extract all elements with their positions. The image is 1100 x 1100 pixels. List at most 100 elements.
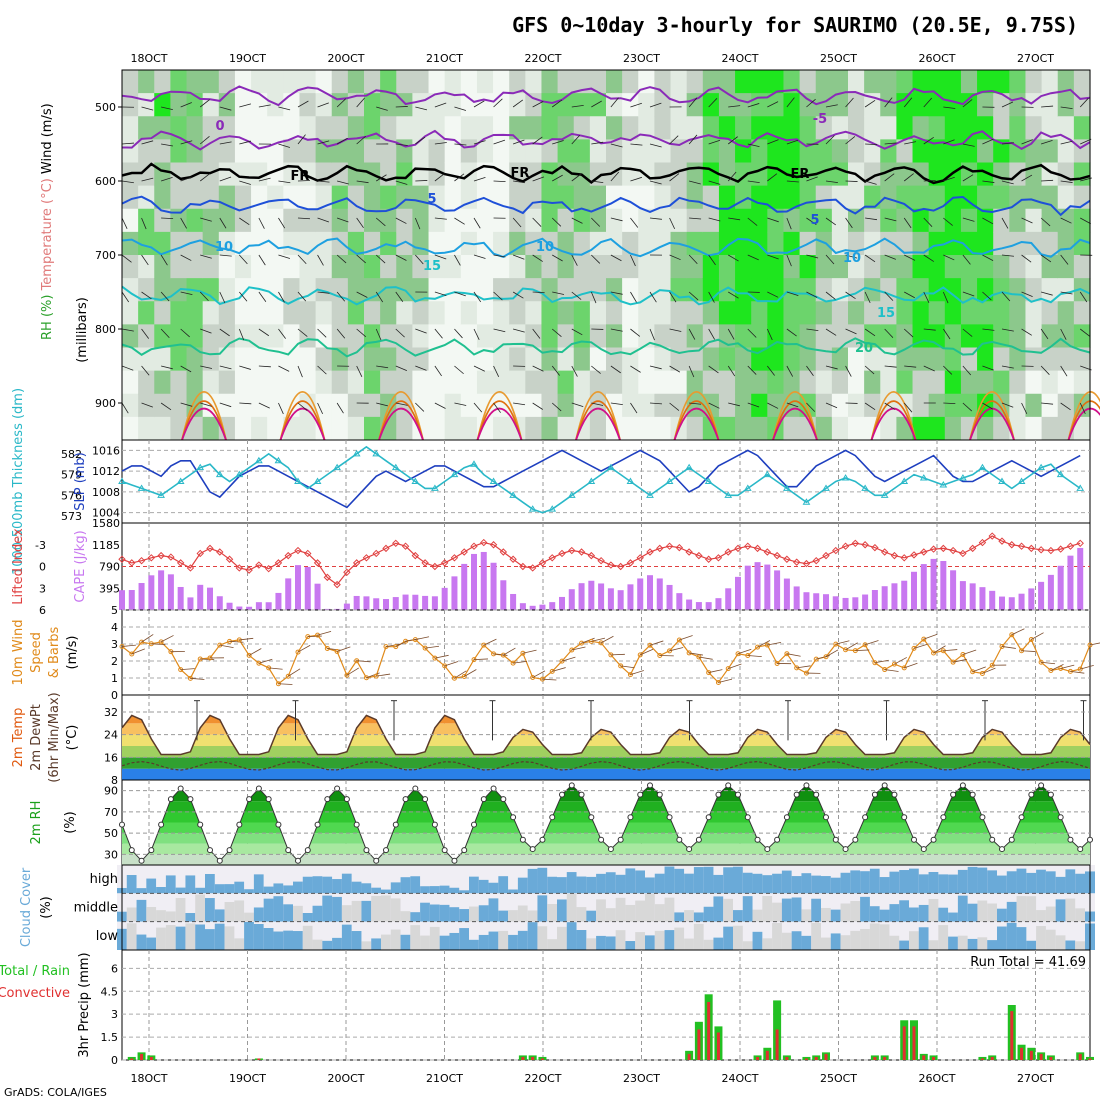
rh-cell <box>686 208 704 233</box>
wind10-ylabel-part: (m/s) <box>65 636 80 670</box>
wind-barb <box>121 142 134 145</box>
rh-cell <box>170 370 188 395</box>
y-tick-label: 8 <box>111 774 118 787</box>
x-tick-top: 20OCT <box>327 52 364 65</box>
rh-cell <box>880 416 897 441</box>
wind-barb <box>845 328 857 335</box>
li-marker <box>753 544 762 553</box>
rh-cell <box>589 93 607 117</box>
cloud-bg <box>879 893 890 922</box>
wind-barb <box>669 365 681 373</box>
wind-barb <box>121 328 134 332</box>
wind-barb <box>708 254 716 266</box>
wind-barb <box>688 365 695 378</box>
wind-speed-marker <box>158 639 164 645</box>
precip-conv-bar <box>1029 1050 1033 1060</box>
rh-cell <box>234 416 252 441</box>
rh-cell <box>767 370 785 395</box>
rh-cell <box>960 70 978 94</box>
cloud-bar <box>596 935 607 950</box>
cape-bar <box>304 566 311 610</box>
rh-cell <box>638 93 655 117</box>
li-marker <box>744 542 752 550</box>
rh-cell <box>767 231 785 256</box>
wind-barb <box>728 663 742 670</box>
rh-cell <box>186 416 204 441</box>
cloud-bar <box>312 905 323 922</box>
rh-marker <box>959 782 966 789</box>
thickness-marker <box>196 463 205 471</box>
rh-cell <box>186 301 204 325</box>
rh-cell <box>977 116 994 140</box>
li-marker <box>274 559 283 567</box>
rh-cell <box>525 347 543 372</box>
rh-cell <box>944 347 962 372</box>
wind-barb <box>679 635 693 641</box>
rh-cell <box>815 416 833 441</box>
rh-cell <box>1073 370 1091 395</box>
rh-cell <box>912 116 930 140</box>
rh-cell <box>428 347 446 372</box>
cloud-bar <box>987 903 998 922</box>
li-marker <box>910 551 918 559</box>
cloud-bar <box>156 887 167 894</box>
rh-marker <box>1067 836 1074 843</box>
rh-marker <box>852 836 859 843</box>
rh-cell <box>751 139 768 164</box>
rh-marker <box>304 847 311 854</box>
rh-cell <box>509 370 526 395</box>
rh-cell <box>670 70 688 94</box>
rh-cell <box>412 255 430 279</box>
thickness-marker <box>567 491 576 498</box>
wind-barb <box>366 672 380 679</box>
wind-barb <box>434 173 445 182</box>
cloud-bg <box>742 921 753 950</box>
li-marker <box>440 559 449 567</box>
rh-cell <box>331 231 349 256</box>
wind-barb <box>728 217 741 221</box>
rh-cell <box>509 70 526 94</box>
wind-barb <box>688 134 698 145</box>
li-marker <box>880 548 889 556</box>
rh-marker <box>764 846 771 853</box>
cape-bar <box>226 602 233 610</box>
wind-barb <box>1080 664 1094 670</box>
wind-barb <box>1041 179 1054 182</box>
rh-cell <box>718 301 736 325</box>
wind-speed-marker <box>637 652 643 658</box>
wind-barb <box>669 135 679 145</box>
y-tick-label: 4 <box>111 621 118 634</box>
li-marker <box>304 549 312 558</box>
rh-cell <box>299 208 317 233</box>
rh-cell <box>444 278 462 302</box>
rh-cell <box>944 370 962 395</box>
wind-barb <box>786 180 799 183</box>
wind-barb <box>317 180 330 183</box>
cloud-bar <box>283 885 294 894</box>
rh-cell <box>267 416 284 441</box>
cape-bar <box>647 575 653 610</box>
rh-cell <box>1025 208 1043 233</box>
rh-cell <box>1009 393 1027 418</box>
wind-barb <box>219 176 232 182</box>
wind-barb <box>551 328 562 338</box>
rh-cell <box>1025 301 1043 325</box>
cloud-bar <box>1075 908 1086 922</box>
rh-cell <box>880 301 897 325</box>
rh-cell <box>589 185 607 210</box>
rh-cell <box>428 301 446 325</box>
wind-barb <box>689 652 704 656</box>
rh-cell <box>170 324 188 349</box>
cloud-bg <box>967 921 978 950</box>
rh-cell <box>686 70 704 94</box>
cape-bar <box>373 598 380 610</box>
cape-bar <box>422 595 429 610</box>
cape-bar <box>1028 588 1035 610</box>
rh-cell <box>880 208 897 233</box>
rh-cell <box>1057 116 1075 140</box>
wind-barb <box>786 402 799 408</box>
wind-barb <box>1060 254 1069 265</box>
wind-speed-marker <box>725 666 731 672</box>
rh-cell <box>493 116 510 140</box>
cloud-bg <box>596 921 607 950</box>
